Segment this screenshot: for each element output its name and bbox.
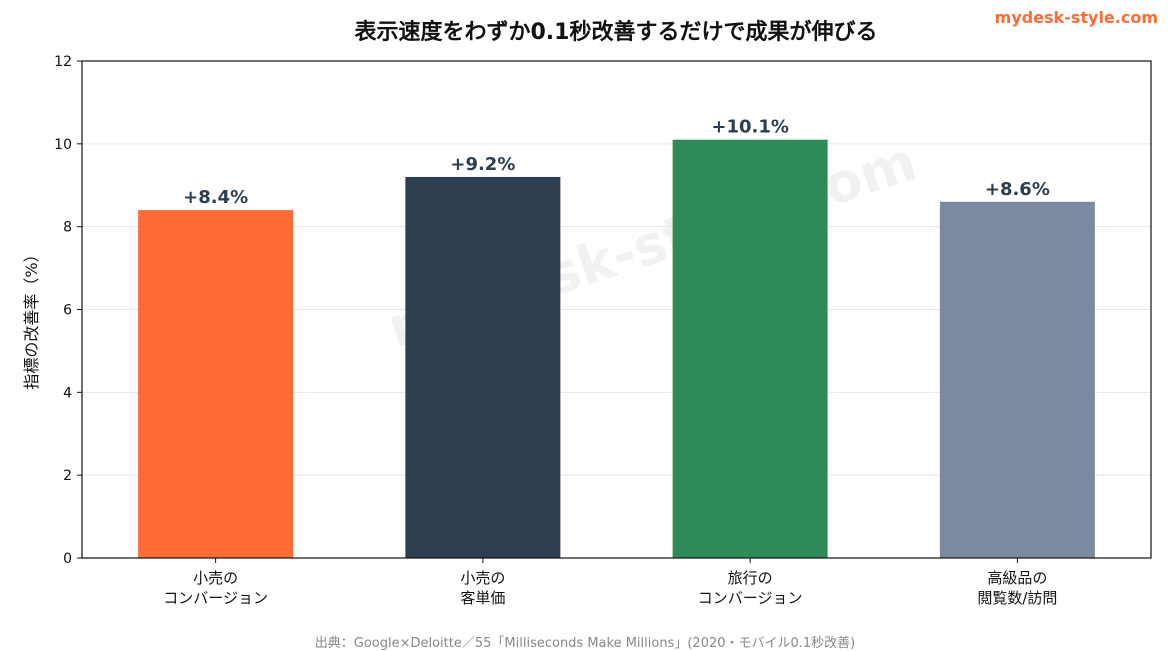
- y-tick-label: 4: [63, 385, 72, 401]
- x-tick-label-line: 高級品の: [987, 569, 1047, 587]
- x-tick-label-line: 小売の: [460, 569, 505, 587]
- x-tick-label-line: 小売の: [193, 569, 238, 587]
- y-tick-label: 10: [54, 137, 72, 153]
- y-tick-label: 8: [63, 220, 72, 236]
- y-tick-label: 2: [63, 468, 72, 484]
- data-label: +8.4%: [183, 187, 248, 208]
- bar: [138, 210, 294, 558]
- y-tick-label: 0: [63, 551, 72, 567]
- bar: [405, 176, 561, 558]
- y-tick-label: 12: [54, 54, 72, 70]
- data-label: +8.6%: [985, 179, 1050, 200]
- x-tick-label-line: 閲覧数/訪問: [977, 589, 1057, 607]
- x-tick-label: 小売の客単価: [460, 569, 505, 607]
- x-tick-label: 小売のコンバージョン: [163, 569, 268, 607]
- brand-label: mydesk-style.com: [994, 8, 1158, 27]
- y-tick-label: 6: [63, 303, 72, 319]
- data-label: +9.2%: [450, 154, 515, 175]
- bar: [672, 139, 828, 559]
- x-tick-label-line: コンバージョン: [163, 589, 268, 607]
- bar: [939, 201, 1095, 559]
- x-tick-label: 旅行のコンバージョン: [698, 569, 803, 607]
- x-tick-label-line: 旅行の: [728, 569, 773, 587]
- x-tick-label-line: コンバージョン: [698, 589, 803, 607]
- data-label: +10.1%: [711, 117, 789, 138]
- x-tick-label-line: 客単価: [460, 589, 505, 607]
- source-footnote: 出典：Google×Deloitte／55「Milliseconds Make …: [314, 636, 856, 651]
- x-tick-label: 高級品の閲覧数/訪問: [977, 569, 1057, 607]
- chart-title: 表示速度をわずか0.1秒改善するだけで成果が伸びる: [354, 20, 878, 45]
- plot-frame: [81, 60, 1152, 559]
